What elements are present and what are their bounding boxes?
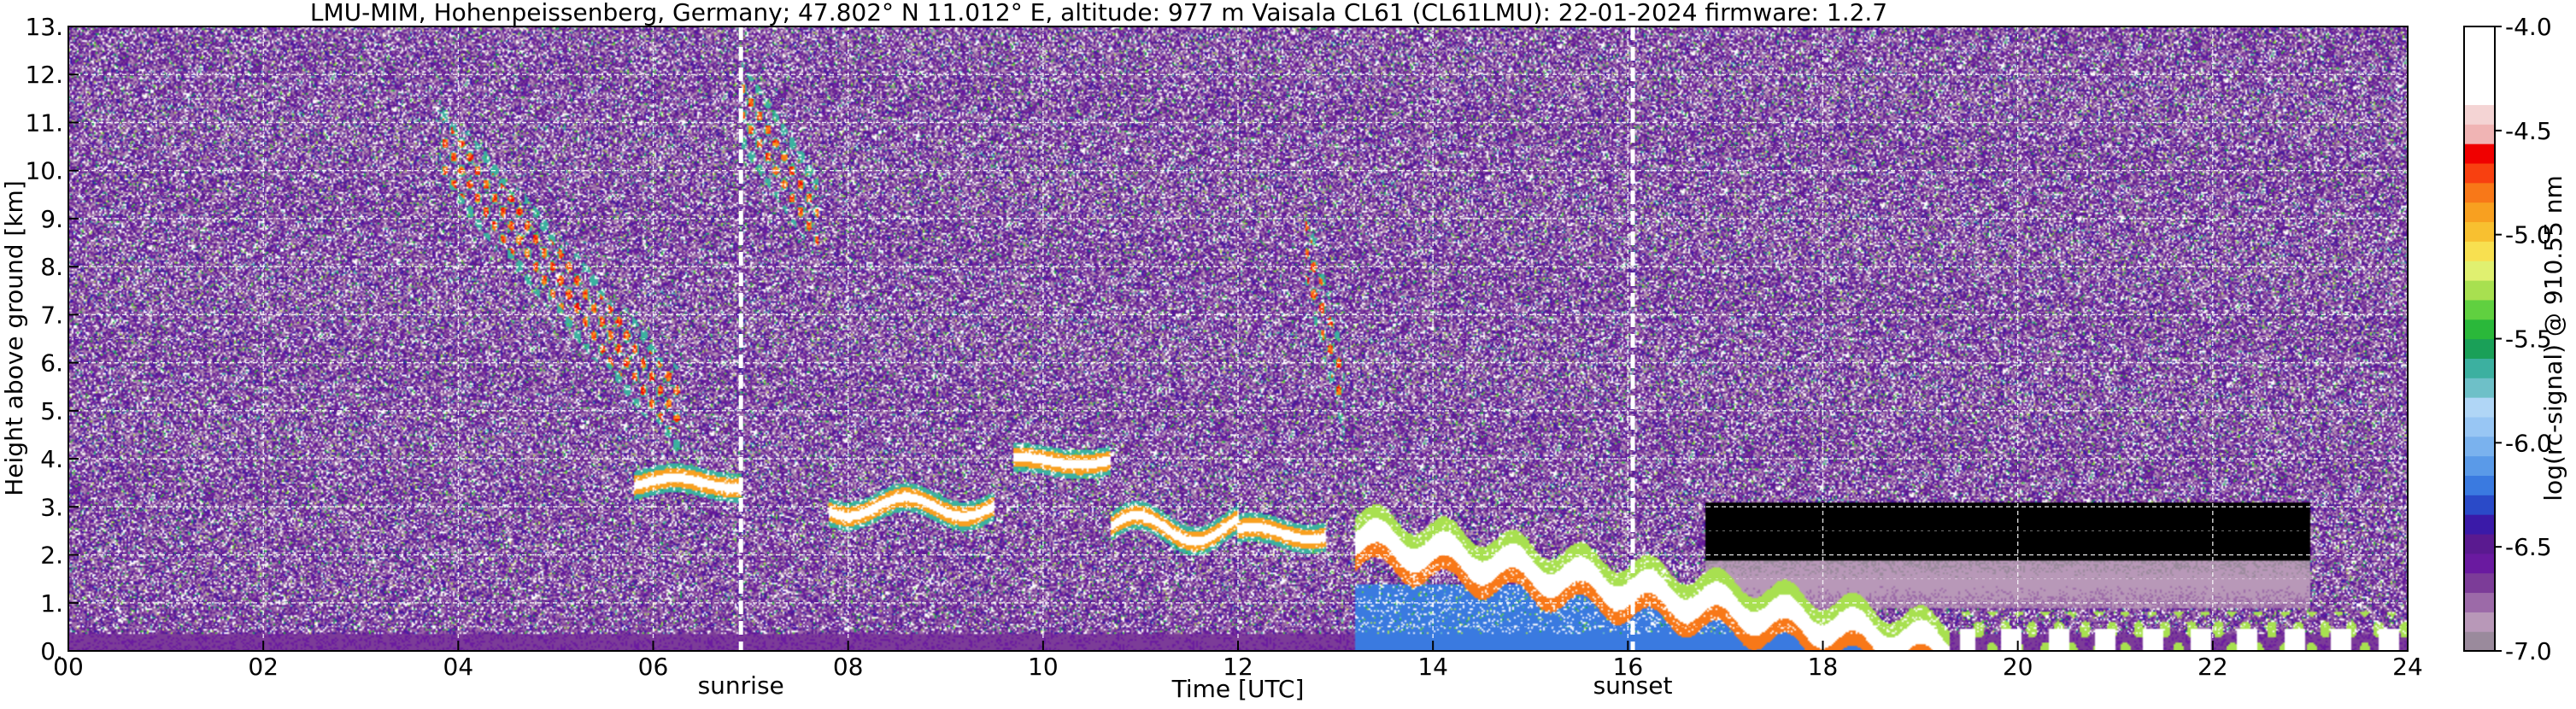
colorbar-swatch bbox=[2464, 533, 2495, 554]
y-tick-label: 10. bbox=[25, 157, 63, 185]
colorbar-swatch bbox=[2464, 338, 2495, 359]
y-tick-label: 4. bbox=[40, 445, 63, 473]
colorbar-swatch bbox=[2464, 241, 2495, 261]
event-markers bbox=[738, 26, 1635, 651]
x-tick-label: 22 bbox=[2198, 653, 2228, 681]
y-tick-label: 1. bbox=[40, 589, 63, 618]
colorbar-swatch bbox=[2464, 261, 2495, 281]
x-axis-label: Time [UTC] bbox=[1171, 675, 1305, 703]
y-tick-label: 3. bbox=[40, 493, 63, 521]
colorbar-swatch bbox=[2464, 124, 2495, 144]
x-tick-label: 04 bbox=[443, 653, 474, 681]
colorbar-swatch bbox=[2464, 397, 2495, 418]
plot-area bbox=[67, 26, 2409, 652]
colorbar-tick-label: -7.0 bbox=[2505, 637, 2552, 665]
colorbar-swatch bbox=[2464, 202, 2495, 223]
colorbar-swatch bbox=[2464, 162, 2495, 184]
x-tick-label: 02 bbox=[248, 653, 279, 681]
y-tick-label: 13. bbox=[25, 13, 63, 41]
colorbar-swatch bbox=[2464, 104, 2495, 125]
colorbar-swatch bbox=[2464, 612, 2495, 632]
x-tick-label: 16 bbox=[1613, 653, 1644, 681]
colorbar-swatch bbox=[2464, 553, 2495, 574]
colorbar-tick-label: -5.5 bbox=[2505, 325, 2552, 354]
colorbar-swatch bbox=[2464, 592, 2495, 612]
x-tick-label: 14 bbox=[1417, 653, 1448, 681]
x-tick-label: 24 bbox=[2392, 653, 2423, 681]
colorbar-swatch bbox=[2464, 358, 2495, 378]
grid bbox=[68, 26, 2408, 651]
x-tick-label: 18 bbox=[1808, 653, 1839, 681]
colorbar-swatch bbox=[2464, 572, 2495, 594]
colorbar-swatch bbox=[2464, 279, 2495, 301]
x-tick-label: 06 bbox=[638, 653, 669, 681]
y-tick-label: 7. bbox=[40, 301, 63, 329]
y-tick-label: 6. bbox=[40, 349, 63, 378]
colorbar-tick-label: -4.0 bbox=[2505, 13, 2552, 41]
colorbar-swatch bbox=[2464, 299, 2495, 320]
colorbar-swatch bbox=[2464, 378, 2495, 398]
x-tick-label: 10 bbox=[1028, 653, 1059, 681]
colorbar-tick-label: -5.0 bbox=[2505, 221, 2552, 249]
y-tick-label: 9. bbox=[40, 205, 63, 233]
y-tick-label: 5. bbox=[40, 397, 63, 425]
colorbar: -4.0 -4.5 -5.0 -5.5 -6.0 -6.5 -7.0 bbox=[2463, 13, 2552, 665]
x-axis: sunrise sunset 00 02 04 06 08 10 12 14 16 18 20 22 24 bbox=[53, 641, 2423, 700]
colorbar-swatch bbox=[2464, 495, 2495, 515]
chart-title: LMU-MIM, Hohenpeissenberg, Germany; 47.8… bbox=[310, 0, 1887, 26]
sunset-label: sunset bbox=[1593, 671, 1673, 700]
y-tick-label: 11. bbox=[25, 108, 63, 137]
colorbar-swatch bbox=[2464, 416, 2495, 437]
sunrise-label: sunrise bbox=[698, 671, 784, 700]
colorbar-swatch bbox=[2464, 65, 2495, 86]
colorbar-swatch bbox=[2464, 514, 2495, 535]
y-axis-label: Height above ground [km] bbox=[0, 180, 28, 496]
colorbar-swatch bbox=[2464, 144, 2495, 164]
y-tick-label: 0. bbox=[40, 637, 63, 665]
y-tick-label: 12. bbox=[25, 61, 63, 89]
colorbar-swatch bbox=[2464, 319, 2495, 340]
colorbar-swatch bbox=[2464, 475, 2495, 495]
y-tick-label: 8. bbox=[40, 253, 63, 281]
x-tick-label: 20 bbox=[2003, 653, 2033, 681]
colorbar-swatch bbox=[2464, 85, 2495, 105]
colorbar-swatch bbox=[2464, 455, 2495, 477]
colorbar-swatch bbox=[2464, 182, 2495, 203]
x-tick-label: 12 bbox=[1223, 653, 1253, 681]
colorbar-swatch bbox=[2464, 26, 2495, 47]
x-tick-label: 00 bbox=[53, 653, 84, 681]
colorbar-swatch bbox=[2464, 45, 2495, 67]
y-axis: 0. 1. 2. 3. 4. 5. 6. 7. 8. 9. 10. 11. 12. 13. bbox=[25, 13, 79, 665]
colorbar-label: log(rc-signal) @ 910.55 nm bbox=[2539, 175, 2567, 501]
colorbar-swatch bbox=[2464, 436, 2495, 457]
colorbar-tick-label: -6.0 bbox=[2505, 429, 2552, 457]
x-tick-label: 08 bbox=[833, 653, 864, 681]
colorbar-swatch bbox=[2464, 631, 2495, 652]
colorbar-tick-label: -6.5 bbox=[2505, 533, 2552, 561]
colorbar-swatch bbox=[2464, 221, 2495, 242]
y-tick-label: 2. bbox=[40, 542, 63, 570]
colorbar-tick-label: -4.5 bbox=[2505, 117, 2552, 145]
